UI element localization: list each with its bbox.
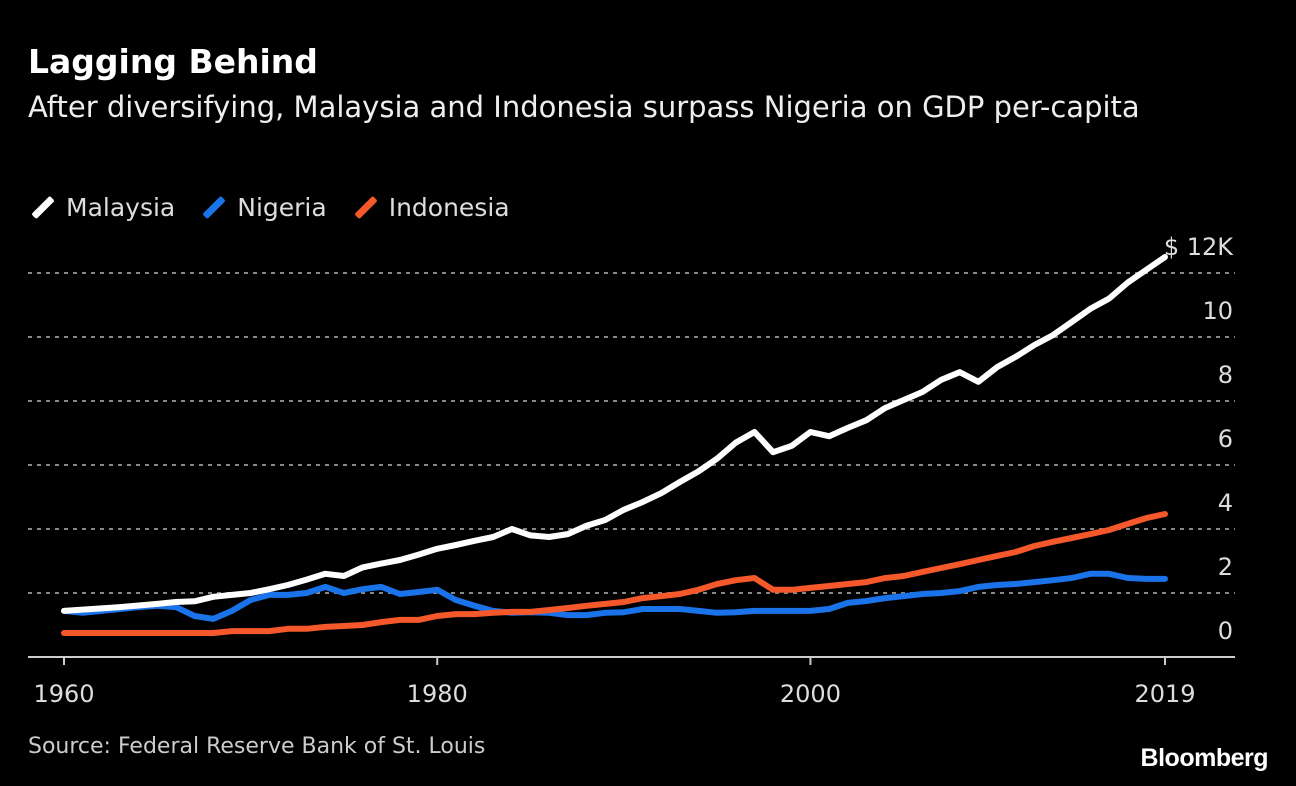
legend-item-malaysia: Malaysia bbox=[30, 193, 175, 222]
y-tick-label: 4 bbox=[1218, 489, 1233, 517]
y-tick-label: 0 bbox=[1218, 617, 1233, 645]
series-line-malaysia bbox=[61, 254, 1168, 614]
legend-label: Indonesia bbox=[388, 193, 510, 222]
series-line-nigeria bbox=[61, 570, 1168, 622]
x-tick-label: 2000 bbox=[780, 680, 841, 708]
legend-label: Malaysia bbox=[66, 193, 176, 222]
x-tick-label: 2019 bbox=[1134, 680, 1195, 708]
y-tick-label: 6 bbox=[1218, 425, 1233, 453]
legend-label: Nigeria bbox=[237, 193, 327, 222]
chart-subtitle: After diversifying, Malaysia and Indones… bbox=[28, 90, 1140, 124]
legend-item-indonesia: Indonesia bbox=[353, 193, 510, 222]
y-tick-label: 8 bbox=[1218, 361, 1233, 389]
legend: Malaysia Nigeria Indonesia bbox=[30, 193, 510, 222]
y-tick-label: 2 bbox=[1218, 553, 1233, 581]
series-line-indonesia bbox=[61, 511, 1168, 636]
x-tick-label: 1960 bbox=[33, 680, 94, 708]
bloomberg-logo: Bloomberg bbox=[1140, 744, 1269, 772]
source-note: Source: Federal Reserve Bank of St. Loui… bbox=[28, 734, 486, 759]
y-tick-label: 10 bbox=[1202, 297, 1233, 325]
y-tick-label: $ 12K bbox=[1164, 233, 1234, 261]
chart-title: Lagging Behind bbox=[28, 42, 318, 81]
x-tick-label: 1980 bbox=[407, 680, 468, 708]
legend-item-nigeria: Nigeria bbox=[201, 193, 327, 222]
